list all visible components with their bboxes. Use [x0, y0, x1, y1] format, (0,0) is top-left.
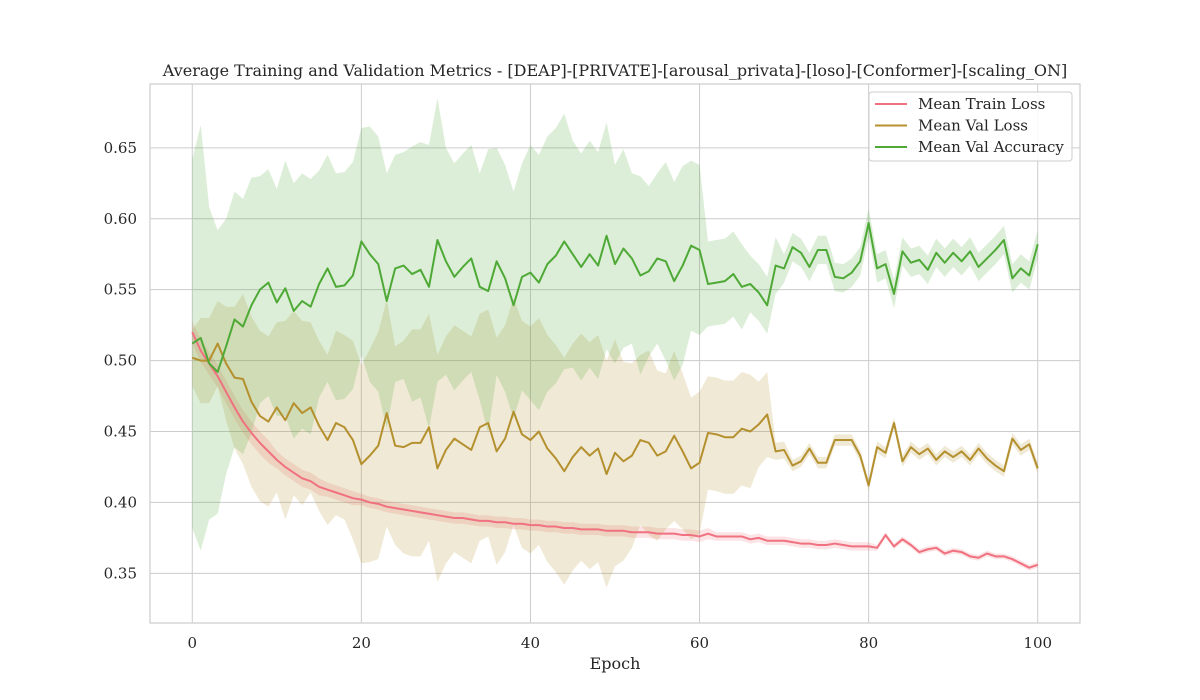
x-tick-label: 40	[521, 634, 540, 652]
y-tick-label: 0.60	[104, 210, 137, 228]
x-tick-label: 80	[859, 634, 878, 652]
legend: Mean Train Loss Mean Val Loss Mean Val Acc…	[868, 91, 1073, 162]
x-tick-label: 100	[1023, 634, 1052, 652]
legend-entry-label: Mean Val Loss	[918, 117, 1028, 135]
y-tick-label: 0.40	[104, 493, 137, 511]
plot-frame	[149, 83, 1081, 624]
y-tick-label: 0.35	[104, 564, 137, 582]
y-tick-label: 0.65	[104, 139, 137, 157]
series-line	[191, 331, 1039, 569]
legend-frame	[868, 91, 1073, 162]
x-axis-label: Epoch	[590, 654, 641, 673]
legend-entry-label: Mean Val Accuracy	[918, 138, 1064, 156]
series-line	[191, 222, 1039, 373]
confidence-band	[192, 98, 1038, 551]
y-tick-label: 0.55	[104, 281, 137, 299]
y-tick-label: 0.45	[104, 423, 137, 441]
x-tick-label: 0	[187, 634, 197, 652]
confidence-band	[192, 320, 1038, 571]
y-tick-label: 0.50	[104, 352, 137, 370]
confidence-band	[192, 293, 1038, 588]
chart-title: Average Training and Validation Metrics …	[162, 61, 1067, 80]
plot-area: 0 20 40 60 80 100 0.35 0.40 0.45 0.50 0.55 0.60 0.65	[104, 83, 1081, 652]
legend-entry-label: Mean Train Loss	[918, 95, 1045, 113]
series-line	[191, 342, 1039, 487]
x-tick-label: 20	[352, 634, 371, 652]
x-tick-label: 60	[690, 634, 709, 652]
